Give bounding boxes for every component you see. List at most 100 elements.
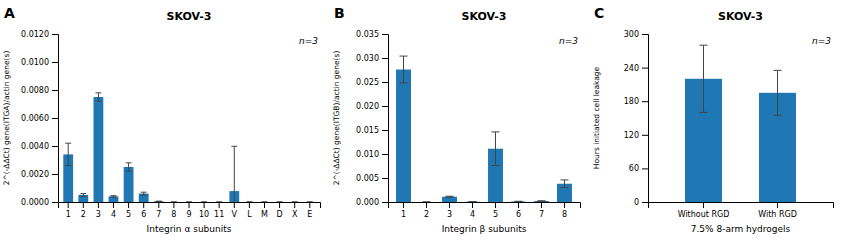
error-bar [700, 45, 708, 112]
error-cap [111, 195, 117, 196]
error-cap [201, 202, 207, 203]
tick-mark [173, 202, 174, 208]
error-cap [277, 202, 283, 203]
tick-mark [642, 101, 648, 102]
error-cap [560, 179, 568, 180]
tick-mark [541, 202, 542, 208]
tick-label: With RGD [758, 210, 797, 219]
tick-label: 240 [624, 64, 639, 73]
error-cap [560, 187, 568, 188]
tick: 11 [214, 202, 224, 219]
error-bar [491, 132, 499, 166]
y-axis: 0.00000.00200.00400.00600.00800.01000.01… [21, 30, 59, 207]
tick-label: 7 [539, 210, 544, 219]
bar [124, 167, 134, 202]
tick-mark [264, 202, 265, 208]
tick-mark [382, 154, 388, 155]
bar [465, 201, 480, 202]
tick-mark [495, 202, 496, 208]
tick: 0.030 [356, 54, 388, 63]
error-cap [186, 202, 192, 203]
x-axis-title: Integrin α subunits [147, 224, 232, 234]
tick-mark [219, 202, 220, 208]
tick-label: 7 [156, 210, 161, 219]
bar [419, 202, 434, 203]
title: SKOV-3 [167, 10, 212, 23]
tick-mark [128, 202, 129, 208]
bar [78, 195, 88, 202]
error-cap [65, 165, 71, 166]
tick: 3 [447, 202, 452, 219]
tick-label: 9 [186, 210, 191, 219]
tick-mark [294, 202, 295, 208]
tick-mark [642, 34, 648, 35]
error-cap [201, 202, 207, 203]
tick-mark [309, 202, 310, 208]
tick: E [307, 202, 312, 219]
tick-label: 2 [81, 210, 86, 219]
tick: 0.0100 [21, 58, 58, 67]
tick: D [277, 202, 283, 219]
tick-label: 3 [96, 210, 101, 219]
error-bar [423, 202, 431, 203]
error-cap [277, 202, 283, 203]
tick: L [247, 202, 252, 219]
annotation: n=3 [299, 36, 318, 46]
y-axis-title: 2^(-ΔΔCt) gene(ITGB)/actin gene(s) [332, 51, 341, 186]
error-bar [80, 194, 86, 197]
error-cap [186, 202, 192, 203]
tick-label: E [307, 210, 312, 219]
tick: 60 [629, 164, 648, 173]
error-cap [700, 45, 708, 46]
axis-line [389, 203, 581, 209]
tick-mark [564, 202, 565, 208]
plot-area [63, 93, 312, 202]
error-cap [700, 112, 708, 113]
error-bar [65, 143, 71, 165]
error-bar [156, 201, 162, 202]
tick-label: 0.0120 [21, 30, 49, 39]
error-cap [469, 201, 477, 202]
tick-label: L [247, 210, 252, 219]
tick-mark [642, 135, 648, 136]
tick-label: 0.030 [356, 54, 379, 63]
error-cap [537, 201, 545, 202]
tick-mark [777, 202, 778, 208]
panel: 0.00000.00200.00400.00600.00800.01000.01… [2, 5, 321, 236]
annotation: n=3 [812, 36, 831, 46]
tick-mark [703, 202, 704, 208]
title: SKOV-3 [462, 10, 507, 23]
tick-mark [518, 202, 519, 208]
tick-label: 2 [424, 210, 429, 219]
error-cap [141, 195, 147, 196]
tick-mark [113, 202, 114, 208]
tick-label: 11 [214, 210, 224, 219]
tick-label: 0.0000 [21, 198, 49, 207]
tick-label: 0.010 [356, 150, 379, 159]
tick: 120 [624, 131, 648, 140]
tick: 4 [111, 202, 116, 219]
error-cap [262, 202, 268, 203]
error-cap [171, 202, 177, 203]
tick-label: 0 [634, 198, 639, 207]
tick-mark [642, 168, 648, 169]
error-stem [495, 132, 496, 166]
tick-mark [403, 202, 404, 208]
tick: Without RGD [678, 202, 730, 219]
tick-label: 0.005 [356, 174, 379, 183]
error-cap [80, 193, 86, 194]
error-cap [774, 115, 782, 116]
error-cap [95, 92, 101, 93]
bar [534, 201, 549, 202]
panel: 0.0000.0050.0100.0150.0200.0250.0300.035… [332, 5, 581, 234]
tick: With RGD [758, 202, 797, 219]
error-stem [703, 45, 704, 112]
error-bar [186, 202, 192, 203]
bar [169, 202, 179, 203]
error-cap [423, 202, 431, 203]
tick: 180 [624, 97, 648, 106]
tick-label: 0.035 [356, 30, 379, 39]
bar [260, 202, 270, 203]
tick-label: 0.000 [356, 198, 379, 207]
tick-label: D [277, 210, 283, 219]
